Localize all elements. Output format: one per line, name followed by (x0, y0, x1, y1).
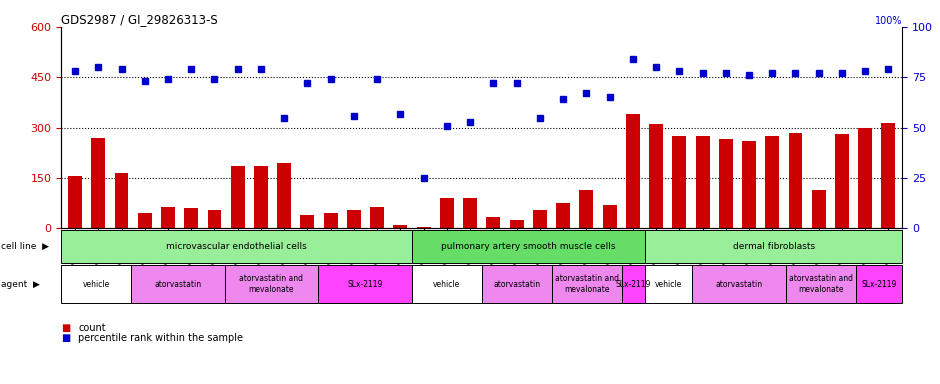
Text: atorvastatin: atorvastatin (715, 280, 762, 289)
Bar (254, 166, 268, 228)
Text: atorvastatin and
mevalonate: atorvastatin and mevalonate (555, 275, 619, 294)
Bar (184, 208, 198, 228)
Bar (486, 217, 500, 228)
Bar (416, 227, 431, 228)
Bar (323, 214, 337, 228)
Text: vehicle: vehicle (83, 280, 110, 289)
Text: atorvastatin and
mevalonate: atorvastatin and mevalonate (240, 275, 304, 294)
Text: vehicle: vehicle (433, 280, 461, 289)
Bar (68, 176, 82, 228)
Bar (394, 225, 407, 228)
Bar (277, 163, 291, 228)
Bar (812, 190, 825, 228)
Text: 100%: 100% (875, 16, 902, 26)
Bar (230, 166, 244, 228)
Bar (882, 122, 896, 228)
Bar (533, 210, 547, 228)
Bar (858, 127, 872, 228)
Bar (509, 220, 524, 228)
Bar (626, 114, 640, 228)
Bar (301, 215, 314, 228)
Text: count: count (78, 323, 105, 333)
Bar (789, 133, 803, 228)
Text: vehicle: vehicle (655, 280, 682, 289)
Bar (208, 210, 222, 228)
Bar (579, 190, 593, 228)
Bar (696, 136, 710, 228)
Bar (719, 139, 733, 228)
Text: cell line  ▶: cell line ▶ (1, 242, 49, 251)
Bar (672, 136, 686, 228)
Bar (161, 207, 175, 228)
Text: SLx-2119: SLx-2119 (347, 280, 383, 289)
Text: microvascular endothelial cells: microvascular endothelial cells (166, 242, 306, 251)
Bar (91, 138, 105, 228)
Text: dermal fibroblasts: dermal fibroblasts (733, 242, 815, 251)
Bar (765, 136, 779, 228)
Bar (463, 198, 478, 228)
Text: SLx-2119: SLx-2119 (861, 280, 897, 289)
Bar (440, 198, 454, 228)
Text: ■: ■ (61, 323, 70, 333)
Bar (556, 203, 570, 228)
Bar (370, 207, 384, 228)
Bar (835, 134, 849, 228)
Text: percentile rank within the sample: percentile rank within the sample (78, 333, 243, 343)
Bar (115, 173, 129, 228)
Text: SLx-2119: SLx-2119 (616, 280, 651, 289)
Text: atorvastatin: atorvastatin (154, 280, 201, 289)
Text: pulmonary artery smooth muscle cells: pulmonary artery smooth muscle cells (441, 242, 616, 251)
Text: atorvastatin: atorvastatin (494, 280, 540, 289)
Bar (347, 210, 361, 228)
Text: agent  ▶: agent ▶ (1, 280, 39, 289)
Bar (742, 141, 756, 228)
Bar (138, 214, 151, 228)
Text: ■: ■ (61, 333, 70, 343)
Text: GDS2987 / GI_29826313-S: GDS2987 / GI_29826313-S (61, 13, 218, 26)
Bar (650, 124, 663, 228)
Bar (603, 205, 617, 228)
Text: atorvastatin and
mevalonate: atorvastatin and mevalonate (789, 275, 853, 294)
